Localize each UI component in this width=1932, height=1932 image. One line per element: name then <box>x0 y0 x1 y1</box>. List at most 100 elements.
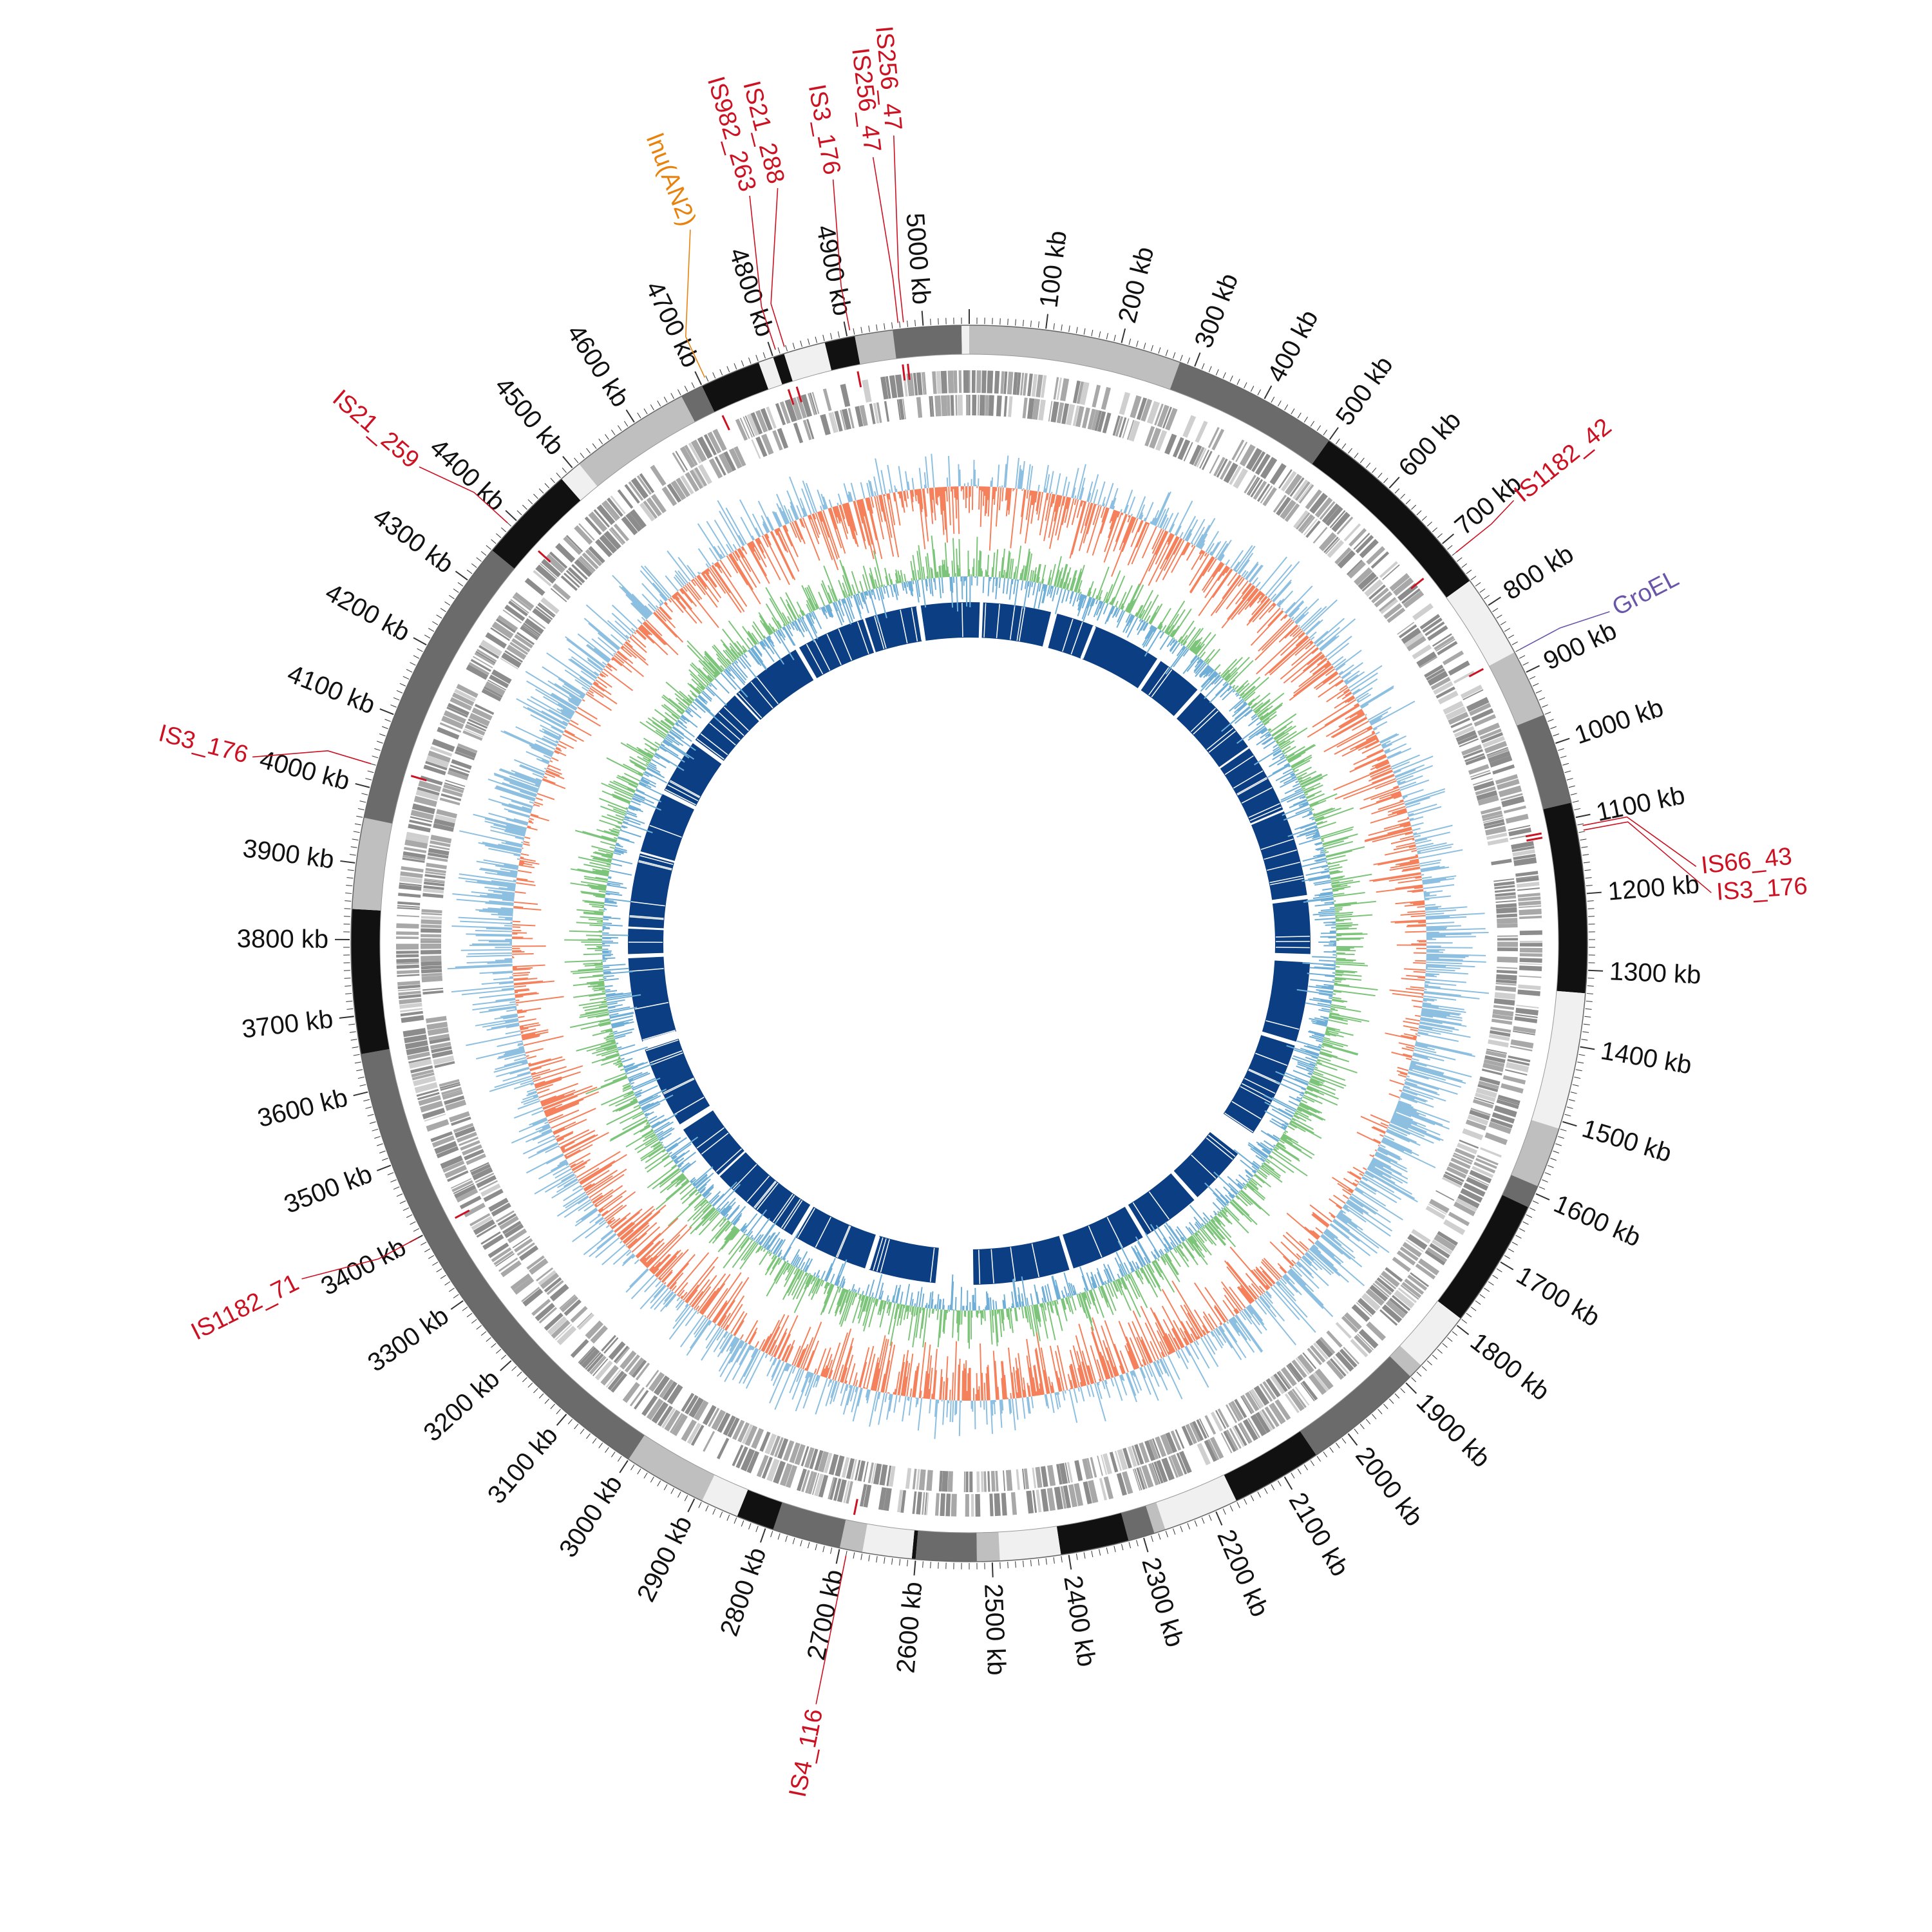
minor-tick <box>907 320 909 327</box>
minor-tick <box>1470 576 1477 580</box>
tick-label: 2600 kb <box>891 1580 927 1674</box>
cds-forward <box>424 1113 446 1122</box>
cds-forward <box>1321 503 1340 524</box>
minor-tick <box>1030 1560 1032 1567</box>
cds-forward <box>1519 930 1542 936</box>
cds-reverse <box>564 573 580 588</box>
cds-forward <box>399 876 422 884</box>
cds-reverse <box>526 1255 545 1270</box>
cds-forward <box>396 951 419 954</box>
minor-tick <box>356 815 363 818</box>
cds-forward <box>947 370 954 393</box>
cds-reverse <box>433 823 454 832</box>
minor-tick <box>684 1495 688 1502</box>
minor-tick <box>462 1307 468 1311</box>
minor-tick <box>1504 628 1511 632</box>
minor-tick <box>1437 1349 1443 1354</box>
cds-forward <box>1410 1272 1429 1287</box>
cds-reverse <box>755 436 768 457</box>
feature-marker <box>454 1209 470 1219</box>
cds-forward <box>414 1082 438 1094</box>
cds-forward <box>1204 1439 1217 1463</box>
cds-track <box>396 370 1542 1517</box>
cds-forward <box>1486 748 1510 759</box>
tick-label: 4200 kb <box>321 578 415 647</box>
cds-forward <box>1515 875 1539 880</box>
cds-forward <box>1460 685 1483 699</box>
cds-reverse <box>646 497 662 517</box>
contig-block <box>1517 715 1571 810</box>
cds-forward <box>423 764 446 775</box>
cds-forward <box>488 1242 509 1258</box>
cds-forward <box>524 578 545 596</box>
cds-reverse <box>495 1210 515 1223</box>
contig-block <box>1511 1120 1559 1186</box>
minor-tick <box>734 1517 737 1524</box>
minor-tick <box>1432 527 1437 533</box>
cds-forward <box>1427 625 1448 641</box>
cds-forward <box>1400 1284 1419 1300</box>
cds-reverse <box>824 1452 833 1473</box>
cds-reverse <box>918 1469 926 1491</box>
cds-reverse <box>603 1337 619 1354</box>
cds-reverse <box>552 583 571 600</box>
minor-tick <box>1121 1544 1124 1551</box>
cds-forward <box>1260 457 1278 479</box>
homology-separator <box>1270 878 1304 886</box>
feature-marker <box>853 1499 858 1515</box>
annotation-label: IS3_176 <box>1716 873 1808 906</box>
minor-tick <box>344 978 351 979</box>
minor-tick <box>1466 1312 1472 1318</box>
homology-separator <box>629 968 664 972</box>
cds-reverse <box>1488 1034 1510 1041</box>
cds-forward <box>945 1493 951 1517</box>
cds-reverse <box>772 430 783 451</box>
cds-forward <box>404 839 428 849</box>
major-tick <box>1580 1046 1595 1050</box>
homology-separator <box>813 639 831 671</box>
minor-tick <box>637 412 641 419</box>
homology-block <box>969 602 980 638</box>
minor-tick <box>1236 379 1240 385</box>
cds-reverse <box>1303 518 1318 536</box>
cds-reverse <box>902 399 906 420</box>
cds-reverse <box>1192 1421 1204 1441</box>
minor-tick <box>1421 516 1427 521</box>
cds-forward <box>466 664 489 680</box>
cds-reverse <box>445 1099 467 1111</box>
homology-separator <box>1260 838 1294 850</box>
homology-block <box>1048 613 1094 659</box>
minor-tick <box>357 1076 365 1079</box>
cds-reverse <box>433 1055 455 1065</box>
cds-forward <box>1251 451 1266 473</box>
cds-reverse <box>1323 536 1339 553</box>
cds-forward <box>951 1493 957 1517</box>
major-tick <box>339 1016 354 1019</box>
homology-block <box>1128 1173 1195 1235</box>
cds-reverse <box>610 527 626 544</box>
cds-reverse <box>1234 469 1248 489</box>
tick-label: 1700 kb <box>1511 1261 1605 1332</box>
minor-tick <box>1383 478 1388 484</box>
minor-tick <box>1529 676 1536 679</box>
minor-tick <box>1475 1300 1481 1305</box>
minor-tick <box>691 382 695 388</box>
feature-marker <box>787 389 795 405</box>
minor-tick <box>1194 1520 1198 1527</box>
minor-tick <box>1535 690 1542 694</box>
cds-reverse <box>1474 1092 1496 1103</box>
minor-tick <box>562 468 567 473</box>
major-tick <box>1442 533 1455 544</box>
cds-forward <box>675 450 688 471</box>
cds-reverse <box>1204 1415 1217 1435</box>
cds-forward <box>396 923 419 929</box>
cds-reverse <box>491 1202 511 1217</box>
homology-separator <box>1148 1191 1170 1220</box>
cds-reverse <box>629 509 647 529</box>
cds-reverse <box>1305 520 1321 538</box>
contig-block <box>561 464 598 501</box>
minor-tick <box>550 1403 555 1409</box>
minor-tick <box>544 483 550 489</box>
cds-reverse <box>544 1277 562 1293</box>
homology-separator <box>1248 1069 1280 1085</box>
